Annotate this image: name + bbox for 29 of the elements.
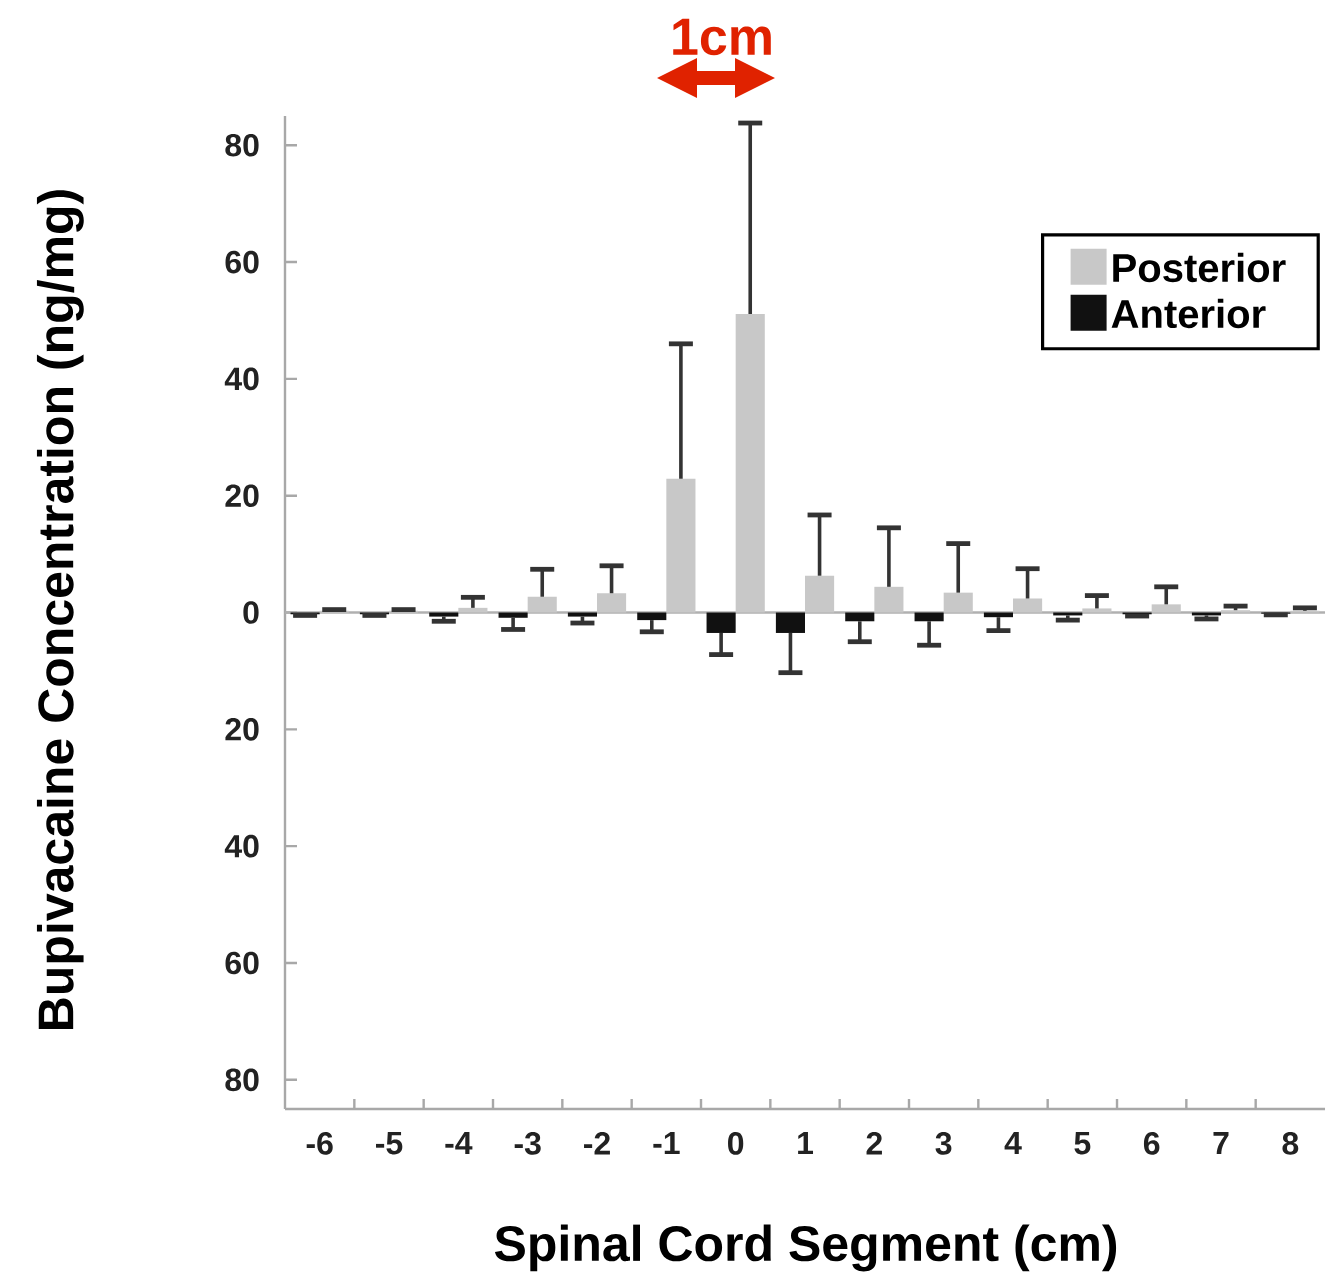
- y-tick-label: 20: [225, 718, 259, 741]
- x-tick-label: -2: [584, 1132, 610, 1155]
- x-tick-label: 6: [1143, 1132, 1160, 1155]
- y-tick-label: 20: [225, 484, 259, 508]
- y-tick-label: 80: [225, 133, 259, 157]
- y-tick-label: 40: [224, 367, 259, 391]
- x-tick-label: 3: [935, 1132, 952, 1155]
- legend-label: Anterior: [1111, 298, 1266, 329]
- y-axis-title: Bupivacaine Concentration (ng/mg): [36, 190, 84, 1029]
- x-tick-label: -6: [306, 1132, 333, 1155]
- x-tick-label: 1: [798, 1132, 814, 1155]
- x-tick-label: 4: [1004, 1132, 1022, 1155]
- text: 1cm: [673, 18, 771, 56]
- y-tick-label: 40: [224, 834, 259, 858]
- x-tick-label: 5: [1074, 1132, 1091, 1155]
- y-tick-label: 60: [225, 951, 259, 975]
- x-tick-label: -4: [445, 1132, 473, 1155]
- x-tick-label: 0: [728, 1132, 744, 1155]
- x-axis-title: Spinal Cord Segment (cm): [494, 1224, 1117, 1272]
- x-tick-label: 2: [866, 1132, 882, 1155]
- legend-label: Posterior: [1113, 252, 1286, 283]
- x-tick-label: 8: [1282, 1132, 1299, 1155]
- x-tick-label: -1: [653, 1132, 680, 1155]
- y-tick-label: 0: [243, 601, 259, 624]
- y-tick-label: 60: [225, 250, 259, 274]
- x-tick-label: -5: [376, 1132, 403, 1155]
- x-tick-label: 7: [1213, 1132, 1229, 1155]
- x-tick-label: -3: [514, 1132, 541, 1155]
- y-tick-label: 80: [225, 1068, 259, 1092]
